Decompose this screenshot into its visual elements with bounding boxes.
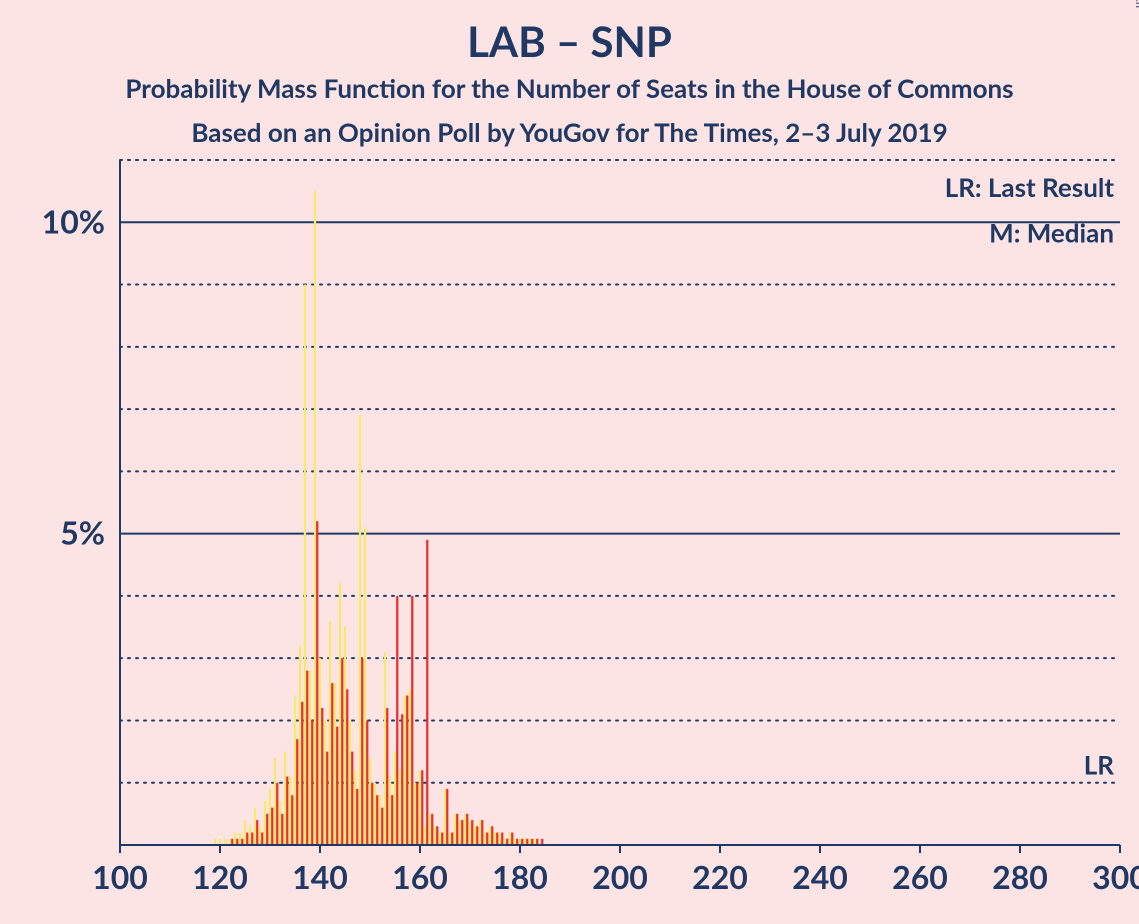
- svg-text:260: 260: [892, 857, 948, 896]
- svg-text:300: 300: [1092, 857, 1139, 896]
- svg-text:100: 100: [92, 857, 148, 896]
- pmf-chart: 5% 10% 100 120 140 160 180 200 220 240 260 280 300 LR…: [0, 0, 1139, 924]
- svg-text:220: 220: [692, 857, 748, 896]
- svg-text:160: 160: [392, 857, 448, 896]
- svg-text:M: Median: M: Median: [989, 217, 1114, 249]
- svg-text:10%: 10%: [42, 201, 105, 240]
- svg-text:180: 180: [492, 857, 548, 896]
- svg-text:5%: 5%: [60, 513, 105, 552]
- svg-text:240: 240: [792, 857, 848, 896]
- svg-text:LR: Last Result: LR: Last Result: [945, 171, 1115, 203]
- svg-text:280: 280: [992, 857, 1048, 896]
- svg-text:LR: LR: [1084, 748, 1115, 780]
- svg-text:200: 200: [592, 857, 648, 896]
- svg-text:140: 140: [292, 857, 348, 896]
- svg-text:120: 120: [192, 857, 248, 896]
